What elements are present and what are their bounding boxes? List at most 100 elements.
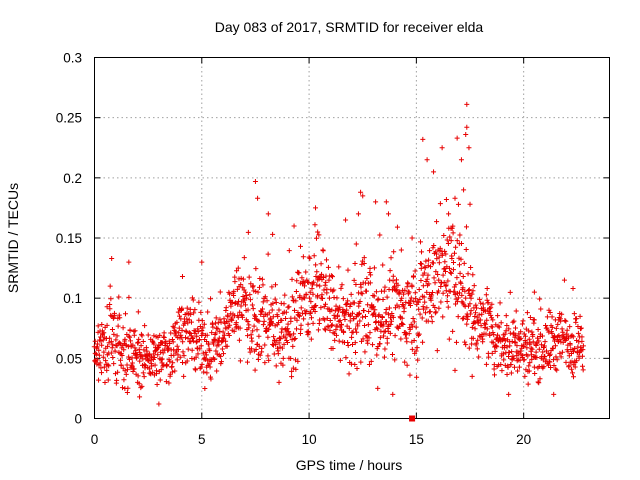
data-point — [320, 248, 326, 254]
data-point — [220, 329, 226, 335]
data-point — [507, 343, 513, 349]
data-point — [308, 309, 314, 315]
data-point — [149, 338, 155, 344]
data-point — [312, 308, 318, 314]
data-point — [565, 349, 571, 355]
data-point — [353, 241, 359, 247]
data-point — [428, 297, 434, 303]
data-point — [225, 314, 231, 320]
data-point — [325, 264, 331, 270]
data-point — [197, 323, 203, 329]
data-point — [474, 346, 480, 352]
data-point — [392, 305, 398, 311]
data-point — [103, 358, 109, 364]
data-point — [413, 348, 419, 354]
data-point — [525, 381, 531, 387]
data-point — [259, 345, 265, 351]
data-point — [181, 353, 187, 359]
data-point — [185, 346, 191, 352]
data-point — [167, 358, 173, 364]
data-point — [280, 355, 286, 361]
data-point — [460, 316, 466, 322]
data-point — [444, 264, 450, 270]
data-point — [387, 277, 393, 283]
data-point — [381, 333, 387, 339]
data-point — [240, 276, 246, 282]
data-point — [292, 335, 298, 341]
data-point — [244, 359, 250, 365]
y-axis-label: SRMTID / TECUs — [5, 183, 21, 293]
data-point — [450, 267, 456, 273]
data-point — [377, 341, 383, 347]
data-point — [126, 354, 132, 360]
data-point — [93, 351, 99, 357]
data-point — [579, 353, 585, 359]
data-point — [374, 352, 380, 358]
data-point — [192, 307, 198, 313]
data-point — [325, 324, 331, 330]
data-point — [94, 357, 100, 363]
data-point — [108, 350, 114, 356]
data-point — [322, 327, 328, 333]
data-point — [422, 299, 428, 305]
data-point — [262, 294, 268, 300]
data-point — [249, 346, 255, 352]
data-point — [533, 342, 539, 348]
data-point — [161, 330, 167, 336]
data-point — [417, 297, 423, 303]
data-point — [472, 313, 478, 319]
data-point — [152, 362, 158, 368]
data-point — [310, 320, 316, 326]
data-point — [137, 358, 143, 364]
data-point — [468, 308, 474, 314]
data-point — [281, 301, 287, 307]
data-point — [107, 283, 113, 289]
data-point — [526, 363, 532, 369]
data-point — [390, 273, 396, 279]
data-point — [549, 330, 555, 336]
data-point — [123, 343, 129, 349]
data-point — [459, 292, 465, 298]
data-point — [266, 310, 272, 316]
data-point — [402, 332, 408, 338]
data-point — [579, 363, 585, 369]
data-point — [333, 332, 339, 338]
data-point — [352, 340, 358, 346]
data-point — [536, 380, 542, 386]
data-point — [310, 282, 316, 288]
data-point — [343, 217, 349, 223]
data-point — [425, 272, 431, 278]
data-point — [174, 343, 180, 349]
data-point — [534, 354, 540, 360]
data-point — [367, 265, 373, 271]
data-point — [436, 254, 442, 260]
data-point — [332, 315, 338, 321]
data-point — [401, 291, 407, 297]
data-point — [387, 330, 393, 336]
data-point — [511, 318, 517, 324]
data-point — [365, 340, 371, 346]
data-point — [580, 343, 586, 349]
data-point — [470, 288, 476, 294]
data-point — [501, 336, 507, 342]
data-point — [308, 315, 314, 321]
data-point — [179, 274, 185, 280]
data-point — [269, 321, 275, 327]
data-point — [549, 324, 555, 330]
data-point — [237, 309, 243, 315]
data-point — [483, 361, 489, 367]
data-point — [509, 338, 515, 344]
data-point — [282, 292, 288, 298]
data-point — [260, 306, 266, 312]
data-point — [364, 275, 370, 281]
data-point — [279, 345, 285, 351]
data-point — [126, 259, 132, 265]
data-point — [338, 285, 344, 291]
data-point — [193, 367, 199, 373]
data-point — [484, 317, 490, 323]
data-point — [250, 283, 256, 289]
data-point — [558, 318, 564, 324]
data-point — [111, 331, 117, 337]
data-point — [214, 368, 220, 374]
data-point-marker — [409, 415, 416, 422]
